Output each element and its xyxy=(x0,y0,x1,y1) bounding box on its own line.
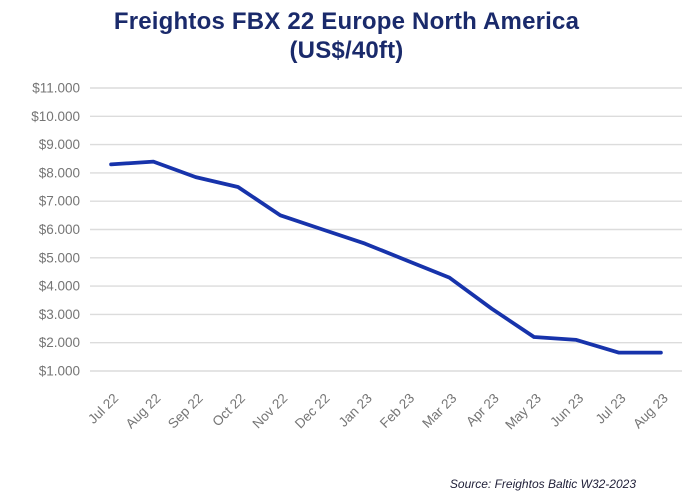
y-axis-tick-label: $2.000 xyxy=(39,335,80,350)
x-axis-tick-label: Mar 23 xyxy=(419,391,459,431)
x-axis-tick-label: Aug 22 xyxy=(123,391,164,432)
x-axis-tick-label: Sep 22 xyxy=(165,391,206,432)
source-note: Source: Freightos Baltic W32-2023 xyxy=(449,477,636,491)
x-axis-tick-label: Nov 22 xyxy=(250,391,291,432)
y-axis-tick-label: $8.000 xyxy=(39,165,80,180)
x-axis-tick-label: Feb 23 xyxy=(377,391,417,431)
y-axis-tick-label: $11.000 xyxy=(32,81,80,96)
x-axis-tick-label: Jul 23 xyxy=(593,391,629,427)
x-axis-tick-label: May 23 xyxy=(502,391,544,433)
x-axis-tick-label: Oct 22 xyxy=(209,391,248,430)
x-axis-tick-label: Jan 23 xyxy=(336,391,375,430)
y-axis-tick-label: $5.000 xyxy=(39,250,80,265)
y-axis-tick-label: $3.000 xyxy=(39,307,80,322)
y-axis-tick-label: $1.000 xyxy=(39,364,80,379)
y-axis-tick-label: $10.000 xyxy=(31,109,80,124)
x-axis-tick-label: Jul 22 xyxy=(85,391,121,427)
chart-title-line2: (US$/40ft) xyxy=(289,37,404,64)
x-axis-tick-label: Dec 22 xyxy=(292,391,333,432)
y-axis-tick-label: $7.000 xyxy=(39,194,80,209)
x-axis-tick-label: Jun 23 xyxy=(547,391,586,430)
y-axis-tick-label: $4.000 xyxy=(39,279,80,294)
y-axis-tick-label: $6.000 xyxy=(39,222,80,237)
x-axis-tick-label: Aug 23 xyxy=(630,391,671,432)
price-line-series xyxy=(109,159,663,355)
chart-title-line1: Freightos FBX 22 Europe North America xyxy=(113,8,580,35)
chart-title: Freightos FBX 22 Europe North America (U… xyxy=(0,7,693,65)
x-axis-tick-label: Apr 23 xyxy=(463,391,502,430)
y-axis-tick-label: $9.000 xyxy=(39,137,80,152)
